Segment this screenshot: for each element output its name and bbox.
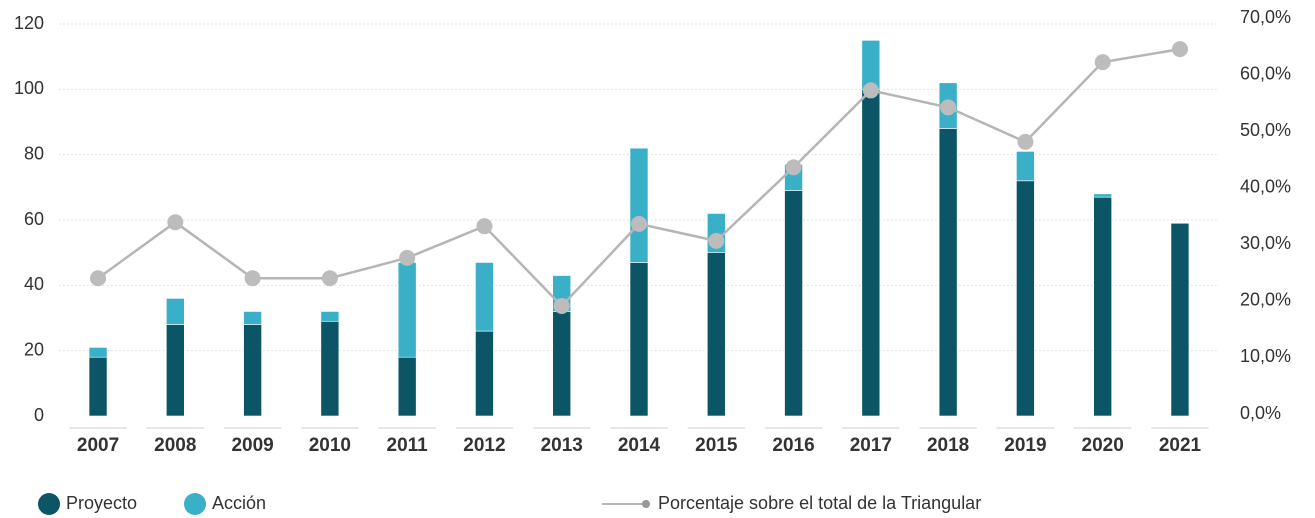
bar (861, 89, 881, 417)
line-marker (862, 82, 879, 99)
bar (397, 262, 417, 358)
line-marker (476, 218, 493, 235)
bar (475, 330, 494, 417)
x-tick-label: 2019 (1004, 435, 1046, 456)
bar (475, 262, 494, 332)
legend-marker (38, 493, 60, 515)
x-tick-label: 2020 (1082, 435, 1124, 456)
legend-label: Acción (212, 493, 266, 513)
bar (1016, 151, 1035, 182)
x-tick-label: 2015 (695, 435, 738, 456)
legend-label: Proyecto (66, 493, 137, 513)
line-marker (631, 215, 647, 232)
x-tick-label: 2009 (231, 435, 273, 456)
line-marker (167, 214, 184, 231)
y2-tick-label: 70,0% (1240, 7, 1291, 27)
bar (938, 128, 958, 417)
x-tick-label: 2011 (387, 435, 429, 456)
bar (784, 190, 803, 417)
line-marker (940, 99, 957, 116)
line-marker (1171, 41, 1188, 58)
x-tick-label: 2010 (309, 435, 351, 456)
bar (243, 324, 262, 417)
bar (552, 311, 572, 417)
line-marker (553, 297, 570, 314)
bar (243, 311, 262, 325)
y-tick-label: 20 (24, 339, 44, 359)
line-marker (1017, 133, 1034, 150)
legend-marker (184, 493, 206, 515)
bar (706, 252, 726, 417)
bar (1016, 180, 1035, 417)
x-tick-label: 2007 (77, 435, 119, 456)
y2-tick-label: 0,0% (1240, 403, 1281, 423)
bar (166, 324, 185, 417)
y2-tick-label: 50,0% (1240, 120, 1291, 140)
bar (1093, 196, 1112, 417)
x-tick-label: 2021 (1159, 435, 1202, 456)
x-tick-label: 2014 (618, 435, 661, 456)
x-tick-label: 2008 (154, 435, 196, 456)
bar (320, 311, 340, 322)
bar (320, 320, 340, 417)
line-marker (708, 232, 725, 249)
bar (397, 356, 417, 417)
y-tick-label: 100 (14, 78, 44, 98)
y2-tick-label: 20,0% (1240, 290, 1291, 310)
line-marker (321, 270, 338, 287)
y-tick-label: 120 (14, 13, 44, 33)
bar (166, 298, 185, 325)
line-marker (785, 159, 802, 176)
y-tick-label: 80 (24, 143, 44, 163)
y-tick-label: 0 (34, 405, 44, 425)
line-marker (244, 270, 261, 287)
bar (1093, 193, 1112, 198)
y2-tick-label: 40,0% (1240, 176, 1291, 196)
line-marker (399, 249, 416, 266)
line-marker (1094, 54, 1111, 71)
legend-label: Porcentaje sobre el total de la Triangul… (658, 493, 981, 513)
bar (629, 262, 649, 417)
bar (88, 356, 108, 417)
x-tick-label: 2017 (850, 435, 892, 456)
bar (88, 347, 108, 358)
y-tick-label: 40 (24, 274, 44, 294)
line-marker (90, 270, 107, 287)
y-tick-label: 60 (24, 209, 44, 229)
x-tick-label: 2012 (463, 435, 505, 456)
x-tick-label: 2018 (927, 435, 969, 456)
bar (1170, 222, 1190, 417)
x-tick-label: 2016 (772, 435, 814, 456)
y2-tick-label: 10,0% (1240, 346, 1291, 366)
x-tick-label: 2013 (541, 435, 583, 456)
y2-tick-label: 60,0% (1240, 63, 1291, 83)
legend-marker (642, 500, 650, 508)
bar (861, 40, 881, 90)
y2-tick-label: 30,0% (1240, 233, 1291, 253)
bar (629, 147, 649, 263)
